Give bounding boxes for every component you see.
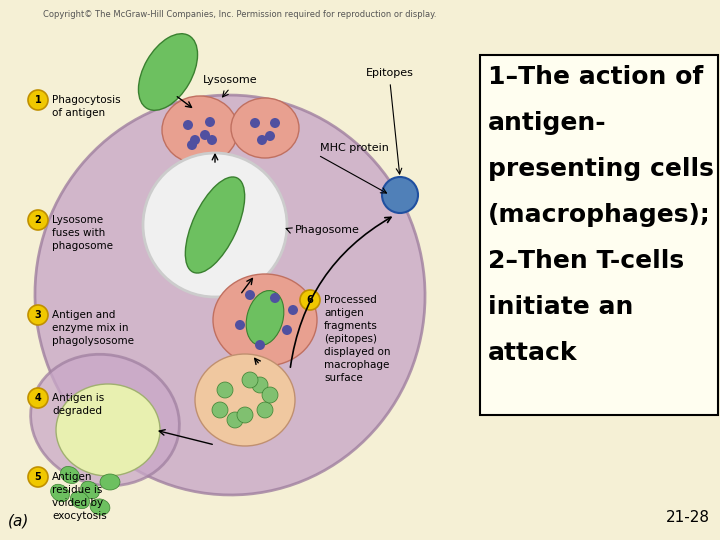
Circle shape	[28, 467, 48, 487]
Ellipse shape	[35, 95, 425, 495]
Circle shape	[257, 135, 267, 145]
Circle shape	[190, 135, 200, 145]
Ellipse shape	[162, 96, 238, 164]
Circle shape	[205, 117, 215, 127]
Text: of antigen: of antigen	[52, 108, 105, 118]
Ellipse shape	[185, 177, 245, 273]
Text: degraded: degraded	[52, 406, 102, 416]
Text: Antigen and: Antigen and	[52, 310, 115, 320]
Bar	[480, 55, 718, 415]
Text: MHC protein: MHC protein	[320, 143, 389, 153]
Circle shape	[245, 290, 255, 300]
Text: (a): (a)	[8, 513, 30, 528]
Ellipse shape	[100, 474, 120, 490]
Ellipse shape	[246, 291, 284, 346]
Circle shape	[28, 210, 48, 230]
Text: Epitopes: Epitopes	[366, 68, 414, 78]
Text: Phagosome: Phagosome	[295, 225, 360, 235]
Circle shape	[300, 290, 320, 310]
Circle shape	[207, 135, 217, 145]
Text: 6: 6	[307, 295, 313, 305]
Text: 5: 5	[35, 472, 41, 482]
Ellipse shape	[60, 467, 79, 484]
Ellipse shape	[91, 498, 109, 516]
Text: 3: 3	[35, 310, 41, 320]
Circle shape	[255, 340, 265, 350]
Text: Antigen is: Antigen is	[52, 393, 104, 403]
Circle shape	[262, 387, 278, 403]
Text: enzyme mix in: enzyme mix in	[52, 323, 128, 333]
Text: 1–The action of: 1–The action of	[488, 65, 703, 89]
Text: Copyright© The McGraw-Hill Companies, Inc. Permission required for reproduction : Copyright© The McGraw-Hill Companies, In…	[43, 10, 437, 19]
Circle shape	[187, 140, 197, 150]
Text: 2–Then T-cells: 2–Then T-cells	[488, 249, 684, 273]
Text: displayed on: displayed on	[324, 347, 390, 357]
Text: (macrophages);: (macrophages);	[488, 203, 711, 227]
Circle shape	[282, 325, 292, 335]
Text: initiate an: initiate an	[488, 295, 634, 319]
Circle shape	[143, 153, 287, 297]
Circle shape	[257, 402, 273, 418]
Text: phagolysosome: phagolysosome	[52, 336, 134, 346]
Circle shape	[270, 118, 280, 128]
Text: attack: attack	[488, 341, 577, 365]
Text: macrophage: macrophage	[324, 360, 390, 370]
Ellipse shape	[31, 354, 179, 485]
Text: Lysosome: Lysosome	[203, 75, 257, 85]
Text: voided by: voided by	[52, 498, 103, 508]
Circle shape	[250, 118, 260, 128]
Circle shape	[28, 305, 48, 325]
Ellipse shape	[213, 274, 317, 366]
Text: fuses with: fuses with	[52, 228, 105, 238]
Text: presenting cells: presenting cells	[488, 157, 714, 181]
Ellipse shape	[138, 33, 197, 110]
Ellipse shape	[195, 354, 295, 446]
Circle shape	[288, 305, 298, 315]
Circle shape	[237, 407, 253, 423]
Text: 21-28: 21-28	[666, 510, 710, 525]
Text: phagosome: phagosome	[52, 241, 113, 251]
Text: Antigen: Antigen	[52, 472, 92, 482]
Circle shape	[28, 90, 48, 110]
Circle shape	[242, 372, 258, 388]
Text: surface: surface	[324, 373, 363, 383]
Circle shape	[382, 177, 418, 213]
Circle shape	[200, 130, 210, 140]
Text: Lysosome: Lysosome	[52, 215, 103, 225]
Text: (epitopes): (epitopes)	[324, 334, 377, 344]
Circle shape	[183, 120, 193, 130]
Text: 4: 4	[35, 393, 41, 403]
Text: exocytosis: exocytosis	[52, 511, 107, 521]
Circle shape	[235, 320, 245, 330]
Text: residue is: residue is	[52, 485, 102, 495]
Circle shape	[28, 388, 48, 408]
Circle shape	[252, 377, 268, 393]
Text: Phagocytosis: Phagocytosis	[52, 95, 121, 105]
Circle shape	[217, 382, 233, 398]
Ellipse shape	[50, 485, 70, 501]
Text: antigen: antigen	[324, 308, 364, 318]
Text: fragments: fragments	[324, 321, 378, 331]
Circle shape	[265, 131, 275, 141]
Ellipse shape	[231, 98, 299, 158]
Text: 2: 2	[35, 215, 41, 225]
Ellipse shape	[56, 384, 160, 476]
Text: Processed: Processed	[324, 295, 377, 305]
Circle shape	[212, 402, 228, 418]
Text: antigen-: antigen-	[488, 111, 607, 135]
Circle shape	[270, 293, 280, 303]
Ellipse shape	[81, 482, 99, 498]
Ellipse shape	[71, 491, 89, 509]
Circle shape	[227, 412, 243, 428]
Text: 1: 1	[35, 95, 41, 105]
